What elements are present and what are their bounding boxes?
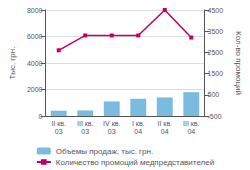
svg-text:2500: 2500 (208, 49, 224, 56)
svg-text:Объемы продаж, тыс. грн.: Объемы продаж, тыс. грн. (56, 147, 153, 156)
svg-text:-500: -500 (208, 113, 222, 120)
svg-text:3500: 3500 (208, 28, 224, 35)
svg-text:04: 04 (134, 128, 142, 135)
svg-text:4000: 4000 (27, 60, 43, 67)
svg-text:II кв.: II кв. (157, 120, 172, 127)
svg-text:III кв.: III кв. (183, 120, 200, 127)
svg-text:III кв.: III кв. (77, 120, 94, 127)
svg-text:03: 03 (81, 128, 89, 135)
svg-text:03: 03 (108, 128, 116, 135)
svg-text:I кв.: I кв. (132, 120, 145, 127)
svg-text:04: 04 (187, 128, 195, 135)
svg-text:500: 500 (208, 91, 220, 98)
svg-text:Тыс. грн.: Тыс. грн. (8, 47, 17, 80)
svg-text:03: 03 (55, 128, 63, 135)
svg-text:0: 0 (39, 113, 43, 120)
svg-text:Количество промоций медпредста: Количество промоций медпредставителей (56, 158, 214, 167)
svg-text:8000: 8000 (27, 7, 43, 14)
svg-text:04: 04 (161, 128, 169, 135)
svg-text:2000: 2000 (27, 86, 43, 93)
svg-text:Кол-во промоций: Кол-во промоций (234, 31, 243, 95)
svg-text:1500: 1500 (208, 70, 224, 77)
svg-text:IV кв.: IV кв. (103, 120, 120, 127)
svg-text:II кв.: II кв. (51, 120, 66, 127)
svg-text:6000: 6000 (27, 33, 43, 40)
svg-text:4500: 4500 (208, 7, 224, 14)
